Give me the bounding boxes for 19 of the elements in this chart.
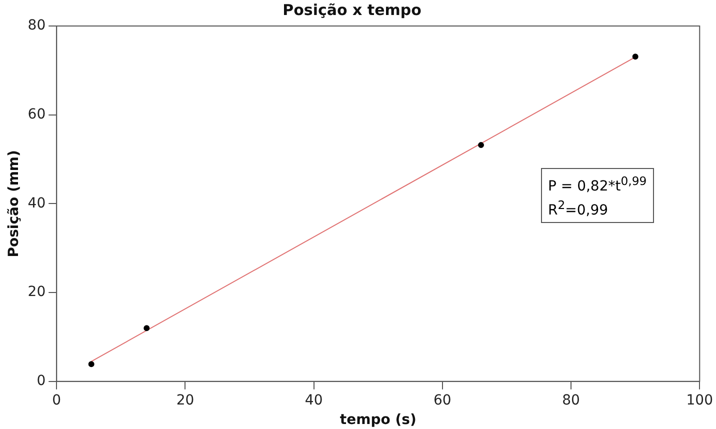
- x-axis-title: tempo (s): [340, 412, 416, 428]
- point: [478, 142, 484, 148]
- y-axis-title: Posição (mm): [6, 150, 22, 258]
- y-tick-label: 40: [28, 195, 46, 212]
- y-tick-label: 80: [28, 18, 46, 34]
- x-tick-label: 40: [304, 392, 323, 408]
- point: [632, 54, 638, 60]
- y-tick-label: 20: [28, 284, 46, 300]
- x-tick-label: 20: [176, 392, 194, 408]
- y-tick-label: 0: [36, 373, 46, 390]
- x-tick-label: 0: [52, 392, 62, 408]
- x-tick-label: 100: [686, 392, 714, 408]
- text: P = 0,82*t$^{0,99}$ R$^{2}$=0,99: [548, 174, 647, 218]
- point: [88, 361, 94, 368]
- x-tick-label: 60: [434, 392, 452, 408]
- point: [144, 325, 150, 332]
- chart-title: Posição x tempo: [282, 0, 422, 19]
- y-tick-label: 60: [28, 106, 46, 122]
- x-tick-label: 80: [562, 392, 580, 408]
